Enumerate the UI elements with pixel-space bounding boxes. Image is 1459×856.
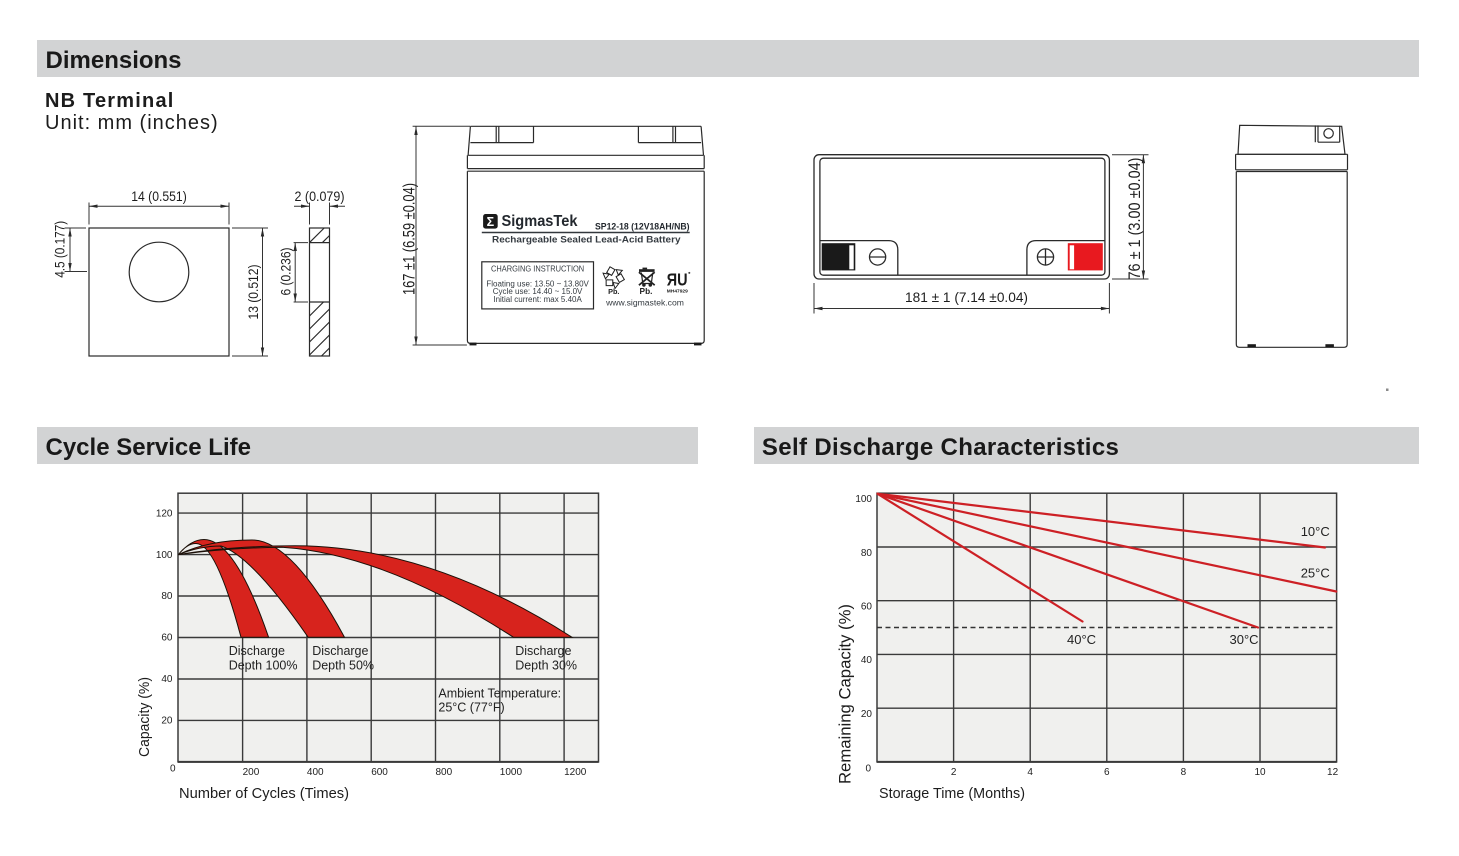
svg-text:60: 60 bbox=[861, 602, 873, 613]
svg-text:Pb.: Pb. bbox=[608, 287, 619, 296]
svg-text:200: 200 bbox=[243, 767, 260, 778]
svg-text:100: 100 bbox=[855, 494, 872, 505]
svg-text:Storage Time (Months): Storage Time (Months) bbox=[879, 785, 1025, 802]
svg-text:Cycle use: 14.40 ~ 15.0V: Cycle use: 14.40 ~ 15.0V bbox=[493, 287, 583, 296]
svg-text:Depth 100%: Depth 100% bbox=[229, 659, 298, 673]
svg-text:Ambient Temperature:: Ambient Temperature: bbox=[438, 686, 561, 700]
svg-text:120: 120 bbox=[156, 508, 173, 519]
svg-text:Number of Cycles (Times): Number of Cycles (Times) bbox=[179, 785, 349, 802]
svg-text:76 ± 1 (3.00 ±0.04): 76 ± 1 (3.00 ±0.04) bbox=[1126, 158, 1144, 280]
svg-text:4: 4 bbox=[1027, 767, 1033, 778]
svg-text:167 ±1 (6.59 ±0.04): 167 ±1 (6.59 ±0.04) bbox=[400, 183, 418, 295]
svg-text:0: 0 bbox=[170, 764, 176, 775]
svg-text:800: 800 bbox=[436, 767, 453, 778]
svg-text:12: 12 bbox=[1327, 767, 1339, 778]
svg-text:Initial current: max 5.40A: Initial current: max 5.40A bbox=[493, 295, 582, 304]
svg-text:Rechargeable Sealed Lead-Acid: Rechargeable Sealed Lead-Acid Battery bbox=[492, 235, 681, 245]
svg-text:4.5 (0.177): 4.5 (0.177) bbox=[52, 221, 67, 278]
svg-text:Floating use: 13.50 ~ 13.80V: Floating use: 13.50 ~ 13.80V bbox=[486, 279, 589, 288]
svg-text:Capacity (%): Capacity (%) bbox=[136, 677, 153, 757]
svg-text:25°C: 25°C bbox=[1301, 566, 1330, 581]
svg-text:www.sigmastek.com: www.sigmastek.com bbox=[605, 298, 684, 308]
svg-text:ЯU: ЯU bbox=[667, 269, 688, 289]
svg-text:CHARGING INSTRUCTION: CHARGING INSTRUCTION bbox=[491, 263, 584, 273]
svg-text:10°C: 10°C bbox=[1301, 524, 1330, 539]
svg-text:181 ± 1 (7.14 ±0.04): 181 ± 1 (7.14 ±0.04) bbox=[905, 290, 1028, 305]
svg-text:100: 100 bbox=[156, 550, 173, 561]
svg-text:2: 2 bbox=[951, 767, 957, 778]
svg-text:13 (0.512): 13 (0.512) bbox=[246, 265, 261, 320]
svg-text:40°C: 40°C bbox=[1067, 632, 1096, 647]
svg-text:600: 600 bbox=[371, 767, 388, 778]
svg-text:6 (0.236): 6 (0.236) bbox=[279, 248, 294, 296]
svg-text:30°C: 30°C bbox=[1230, 632, 1259, 647]
svg-text:Remaining Capacity (%): Remaining Capacity (%) bbox=[836, 604, 855, 784]
svg-text:SigmasTek: SigmasTek bbox=[502, 213, 578, 230]
svg-text:40: 40 bbox=[861, 655, 873, 666]
svg-text:Discharge: Discharge bbox=[515, 644, 571, 658]
svg-text:SP12-18 (12V18AH/NB): SP12-18 (12V18AH/NB) bbox=[595, 222, 690, 233]
svg-text:Pb.: Pb. bbox=[640, 286, 653, 296]
svg-text:MH47929: MH47929 bbox=[667, 288, 689, 293]
svg-text:14 (0.551): 14 (0.551) bbox=[131, 189, 187, 204]
svg-text:20: 20 bbox=[161, 716, 173, 727]
svg-text:Discharge: Discharge bbox=[229, 644, 285, 658]
svg-text:6: 6 bbox=[1104, 767, 1110, 778]
svg-text:8: 8 bbox=[1181, 767, 1187, 778]
svg-text:0: 0 bbox=[865, 764, 871, 775]
svg-text:60: 60 bbox=[161, 633, 173, 644]
svg-text:1000: 1000 bbox=[500, 767, 523, 778]
svg-text:1200: 1200 bbox=[564, 767, 587, 778]
svg-text:20: 20 bbox=[861, 709, 873, 720]
svg-text:10: 10 bbox=[1254, 767, 1266, 778]
svg-text:80: 80 bbox=[861, 548, 873, 559]
svg-text:2 (0.079): 2 (0.079) bbox=[295, 189, 345, 204]
svg-text:25°C (77°F): 25°C (77°F) bbox=[438, 700, 504, 714]
svg-text:Σ: Σ bbox=[487, 215, 495, 229]
svg-text:80: 80 bbox=[161, 591, 173, 602]
svg-text:Depth 30%: Depth 30% bbox=[515, 659, 577, 673]
svg-text:Depth 50%: Depth 50% bbox=[312, 659, 374, 673]
svg-text:400: 400 bbox=[307, 767, 324, 778]
svg-text:40: 40 bbox=[161, 674, 173, 685]
svg-text:Discharge: Discharge bbox=[312, 644, 368, 658]
